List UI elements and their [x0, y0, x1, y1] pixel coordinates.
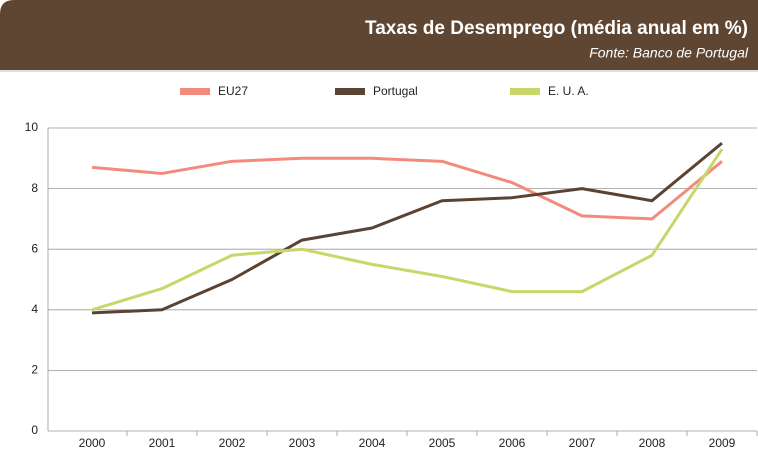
x-tick-label: 2003: [289, 436, 316, 450]
legend-swatch: [510, 88, 540, 95]
legend-label: Portugal: [373, 84, 418, 98]
y-tick-label: 6: [31, 241, 38, 255]
legend-label: E. U. A.: [548, 84, 589, 98]
y-tick-label: 2: [31, 363, 38, 377]
x-tick-label: 2008: [639, 436, 666, 450]
y-tick-label: 10: [25, 120, 39, 134]
x-tick-label: 2005: [429, 436, 456, 450]
x-tick-label: 2006: [499, 436, 526, 450]
y-tick-label: 8: [31, 181, 38, 195]
x-tick-label: 2002: [219, 436, 246, 450]
x-tick-label: 2001: [149, 436, 176, 450]
x-tick-label: 2009: [709, 436, 736, 450]
legend-swatch: [180, 88, 210, 95]
y-tick-label: 4: [31, 302, 38, 316]
header-banner: [0, 0, 758, 70]
legend-label: EU27: [218, 84, 248, 98]
legend-swatch: [335, 88, 365, 95]
chart-title: Taxas de Desemprego (média anual em %): [365, 18, 748, 39]
y-tick-label: 0: [31, 423, 38, 437]
x-tick-label: 2000: [79, 436, 106, 450]
chart-subtitle: Fonte: Banco de Portugal: [589, 45, 749, 61]
series-line: [91, 156, 723, 221]
x-tick-label: 2004: [359, 436, 386, 450]
x-tick-label: 2007: [569, 436, 596, 450]
series-line: [91, 141, 723, 315]
series-line: [91, 148, 724, 312]
